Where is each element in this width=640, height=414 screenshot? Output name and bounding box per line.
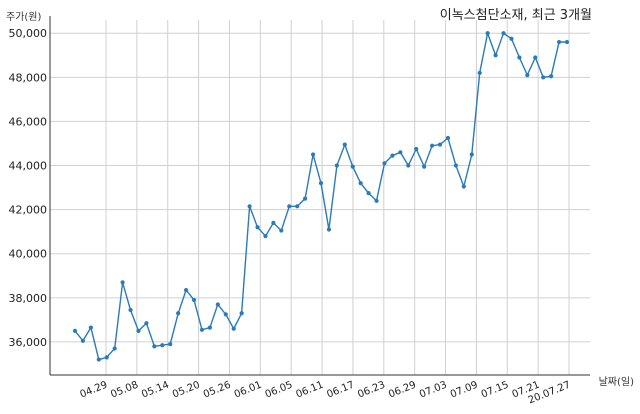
data-point	[160, 343, 165, 348]
data-point	[549, 74, 554, 79]
chart-title: 이녹스첨단소재, 최근 3개월	[439, 8, 592, 23]
data-point	[80, 338, 86, 343]
x-tick-label: 05.14	[140, 380, 171, 401]
y-tick-label: 42,000	[9, 204, 48, 217]
y-tick-label: 50,000	[9, 27, 48, 40]
x-tick-label: 06.11	[295, 380, 326, 401]
data-point	[525, 73, 530, 78]
data-point	[366, 190, 371, 196]
data-point	[485, 31, 490, 36]
data-point	[96, 357, 101, 362]
x-tick-label: 06.05	[264, 380, 295, 401]
x-tick-label: 07.15	[480, 380, 511, 401]
data-point	[128, 307, 133, 313]
data-point	[414, 146, 419, 152]
data-point	[310, 152, 316, 157]
data-point	[231, 326, 236, 331]
data-point	[541, 75, 546, 80]
data-point	[239, 311, 244, 316]
y-tick-label: 44,000	[9, 160, 48, 173]
data-point	[437, 142, 443, 147]
data-point	[303, 196, 308, 201]
x-tick-label: 04.29	[78, 380, 109, 401]
data-point	[406, 163, 411, 168]
data-point	[445, 135, 451, 141]
data-point	[533, 55, 538, 60]
y-tick-label: 48,000	[9, 71, 48, 84]
data-point	[358, 181, 363, 186]
data-point	[199, 327, 205, 332]
x-tick-label: 06.01	[233, 380, 264, 401]
data-point	[350, 164, 355, 169]
data-point	[477, 70, 482, 76]
x-tick-label: 06.29	[387, 380, 418, 401]
data-point	[279, 228, 284, 233]
x-axis-label: 날짜(일)	[598, 377, 634, 388]
y-tick-label: 40,000	[9, 248, 48, 261]
data-point	[88, 325, 93, 330]
data-point	[422, 164, 427, 169]
data-point	[191, 297, 197, 303]
data-point	[342, 142, 347, 147]
data-point	[223, 312, 228, 317]
x-tick-label: 06.23	[356, 380, 387, 401]
data-point	[287, 204, 292, 209]
data-point	[398, 150, 403, 155]
x-tick-label: 05.20	[171, 380, 202, 401]
data-point	[517, 55, 522, 60]
data-point	[176, 311, 181, 316]
data-point	[144, 321, 149, 326]
data-point	[104, 355, 109, 360]
data-point	[318, 181, 324, 186]
y-tick-label: 36,000	[9, 336, 48, 349]
data-point	[374, 198, 379, 203]
x-tick-label: 07.03	[418, 380, 449, 401]
y-axis-label: 주가(원)	[6, 12, 42, 23]
data-point	[168, 342, 173, 347]
data-point	[493, 53, 498, 58]
data-point	[556, 39, 562, 45]
x-tick-label: 05.26	[202, 380, 233, 401]
data-point	[112, 346, 117, 351]
data-point	[469, 152, 474, 157]
data-point	[453, 163, 459, 168]
data-point	[564, 39, 570, 45]
series-line	[74, 30, 567, 361]
data-point	[255, 225, 260, 230]
data-point	[72, 328, 78, 334]
data-point	[382, 161, 387, 166]
y-tick-label: 46,000	[9, 115, 48, 128]
data-point	[152, 344, 157, 349]
data-point	[326, 227, 332, 232]
data-point	[247, 204, 252, 209]
data-point	[271, 220, 276, 225]
x-tick-label: 07.09	[449, 380, 480, 401]
data-point	[509, 36, 514, 41]
data-point	[215, 302, 220, 307]
data-point	[263, 233, 268, 239]
data-point	[334, 163, 339, 168]
x-tick-label: 05.08	[109, 380, 140, 401]
data-point	[461, 184, 466, 189]
data-point	[429, 143, 435, 148]
data-point	[390, 153, 395, 158]
x-tick-label: 06.17	[325, 380, 356, 401]
data-point	[501, 31, 506, 36]
data-point	[120, 280, 125, 285]
y-tick-label: 38,000	[9, 292, 48, 305]
data-point	[183, 288, 189, 293]
data-point	[295, 204, 300, 209]
data-point	[136, 328, 141, 334]
data-point	[207, 325, 213, 330]
